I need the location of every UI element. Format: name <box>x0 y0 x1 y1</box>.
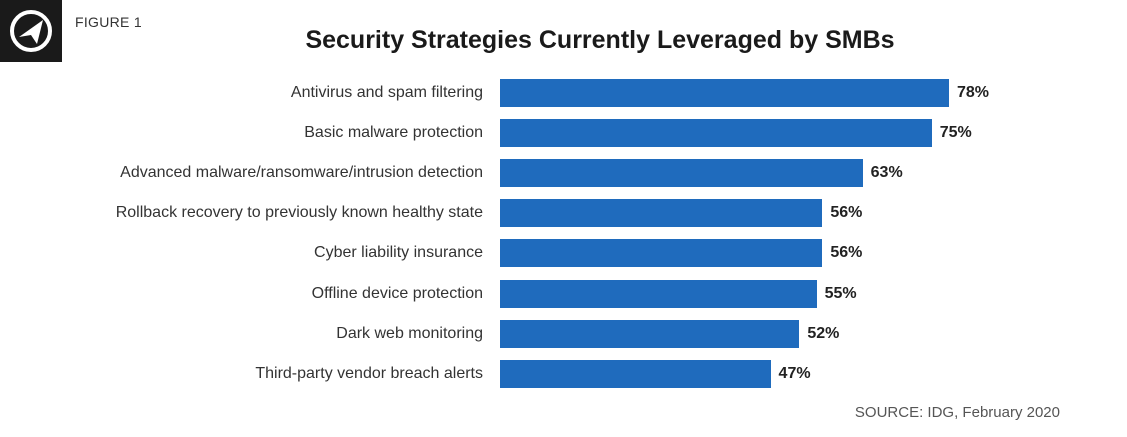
figure-label: FIGURE 1 <box>75 14 142 30</box>
value-label: 55% <box>824 284 857 302</box>
category-label: Dark web monitoring <box>336 324 483 342</box>
bar <box>500 159 863 188</box>
value-label: 56% <box>830 204 863 222</box>
category-label: Antivirus and spam filtering <box>290 84 483 101</box>
category-label: Advanced malware/ransomware/intrusion de… <box>120 164 483 182</box>
bar <box>500 199 823 228</box>
bar <box>500 319 800 348</box>
category-label: Rollback recovery to previously known he… <box>115 204 483 222</box>
value-label: 78% <box>957 84 990 101</box>
category-label: Third-party vendor breach alerts <box>255 364 483 382</box>
source-note: SOURCE: IDG, February 2020 <box>854 404 1060 421</box>
value-label: 52% <box>807 324 840 342</box>
compass-icon <box>10 10 52 52</box>
chart-title: Security Strategies Currently Leveraged … <box>305 26 895 54</box>
value-label: 47% <box>778 364 811 382</box>
category-label: Cyber liability insurance <box>314 244 483 262</box>
logo <box>0 0 62 62</box>
category-label: Basic malware protection <box>304 124 483 142</box>
value-label: 75% <box>939 124 972 142</box>
value-label: 56% <box>830 244 863 262</box>
bar <box>500 279 817 308</box>
bar <box>500 359 771 388</box>
bar <box>500 239 823 268</box>
bar <box>500 119 932 148</box>
bar <box>500 79 949 107</box>
category-label: Offline device protection <box>311 284 483 302</box>
value-label: 63% <box>870 164 903 182</box>
